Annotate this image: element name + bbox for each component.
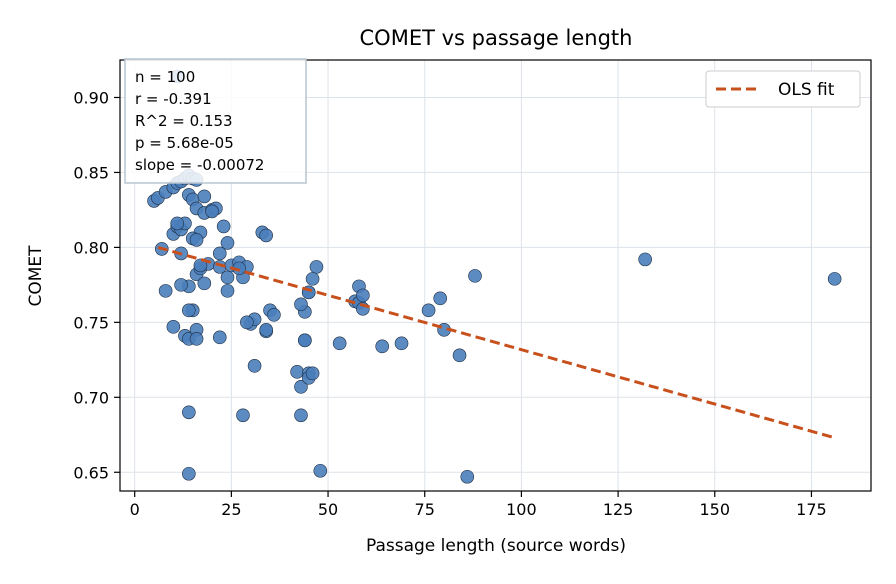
data-point [294,380,308,394]
y-axis-label: COMET [26,245,46,307]
chart-title: COMET vs passage length [360,26,633,50]
data-point [193,258,208,273]
data-point [182,303,196,318]
data-point [460,469,475,484]
data-point [421,303,436,318]
ols-fit-line [157,245,836,440]
data-point [827,272,842,286]
stats-p-value: p = 5.68e-05 [135,134,234,152]
data-point [247,359,262,373]
data-point [189,332,204,346]
data-point [433,291,447,306]
x-tick-label: 175 [796,500,827,519]
data-point [294,297,308,312]
data-point [166,320,181,334]
x-tick-label: 150 [699,500,730,519]
x-axis-label: Passage length (source words) [366,536,626,556]
y-tick-label: 0.65 [73,463,109,482]
legend-frame [705,70,861,108]
data-point [313,463,328,478]
stats-n: n = 100 [135,68,195,86]
data-point [375,339,389,354]
data-point [236,408,250,423]
x-tick-label: 75 [415,500,435,519]
y-tick-label: 0.75 [73,313,109,332]
x-tick-label: 125 [603,500,634,519]
data-point [182,405,196,420]
data-point [305,272,320,286]
data-point [212,246,227,261]
y-tick-label: 0.85 [73,163,109,182]
data-point [170,216,185,231]
data-point [332,336,347,351]
y-tick-label: 0.90 [73,88,109,107]
data-point [174,278,188,292]
y-tick-label: 0.80 [73,238,109,257]
legend-label-ols-fit: OLS fit [778,80,835,100]
x-axis-ticks: 0 25 50 75 100 125 150 175 [130,491,827,519]
data-point [452,348,467,363]
data-point [158,284,173,298]
data-point [220,236,235,250]
y-tick-label: 0.70 [73,388,109,407]
data-point [290,365,304,379]
x-tick-label: 100 [506,500,537,519]
data-point [294,408,308,423]
stats-slope: slope = -0.00072 [135,156,264,174]
data-point [468,269,482,283]
data-point [267,308,281,322]
data-point [298,333,312,348]
data-point [309,260,324,274]
x-tick-label: 50 [318,500,338,519]
data-point [394,336,409,351]
data-point [216,219,231,234]
y-axis-ticks: 0.65 0.70 0.75 0.80 0.85 0.90 [73,88,120,482]
x-tick-label: 25 [221,500,241,519]
plot-frame [119,59,872,492]
stats-box-frame [124,58,307,184]
fit-line-layer [157,245,836,440]
stats-r-squared: R^2 = 0.153 [135,112,233,130]
stats-box: n = 100 r = -0.391 R^2 = 0.153 p = 5.68e… [124,58,307,184]
stats-r: r = -0.391 [135,90,212,108]
data-point [638,252,652,267]
data-point [220,284,235,298]
data-point [259,323,273,337]
grid-lines [120,60,871,491]
data-point [182,466,196,481]
data-point [220,270,235,285]
data-points [147,69,842,484]
data-point [197,276,212,291]
data-point [189,233,204,247]
data-point [212,330,227,345]
data-point [197,189,212,204]
x-tick-label: 0 [130,500,140,519]
data-point [240,315,254,330]
data-point [259,228,273,243]
data-point [305,366,320,381]
legend: OLS fit [705,70,861,108]
data-point [356,288,370,303]
data-point [205,204,219,219]
